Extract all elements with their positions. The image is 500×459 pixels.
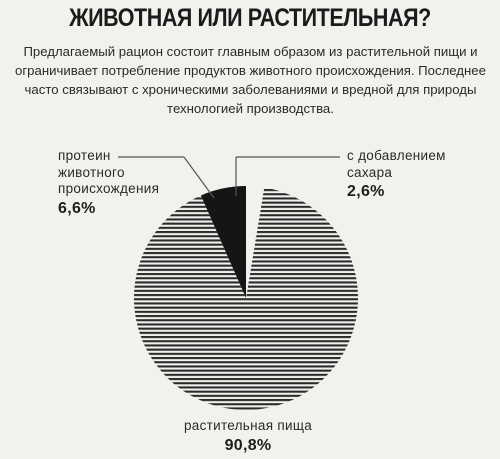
label-animal-protein-line3: происхождения bbox=[58, 181, 160, 196]
label-animal-protein-line1: протеин bbox=[58, 148, 111, 163]
value-animal-protein: 6,6% bbox=[58, 199, 96, 217]
slice-animal-protein bbox=[200, 186, 246, 298]
label-added-sugar: с добавлением сахара 2,6% bbox=[347, 148, 446, 202]
label-added-sugar-line1: с добавлением bbox=[347, 148, 446, 163]
label-added-sugar-line2: сахара bbox=[347, 164, 393, 180]
slice-plant-food bbox=[133, 187, 358, 410]
slice-added-sugar bbox=[246, 186, 265, 298]
label-animal-protein: протеин животного происхождения 6,6% bbox=[58, 148, 159, 219]
label-plant-food-line1: растительная пища bbox=[183, 418, 313, 433]
label-animal-protein-line2: животного bbox=[58, 164, 125, 180]
leader-animal-protein-diag bbox=[183, 156, 215, 199]
page-subtitle: Предлагаемый рацион состоит главным обра… bbox=[15, 44, 486, 116]
label-plant-food: растительная пища 90,8% bbox=[175, 418, 321, 456]
page-title: ЖИВОТНАЯ ИЛИ РАСТИТЕЛЬНАЯ? bbox=[69, 4, 431, 32]
value-added-sugar: 2,6% bbox=[347, 183, 385, 200]
value-plant-food: 90,8% bbox=[224, 436, 272, 454]
